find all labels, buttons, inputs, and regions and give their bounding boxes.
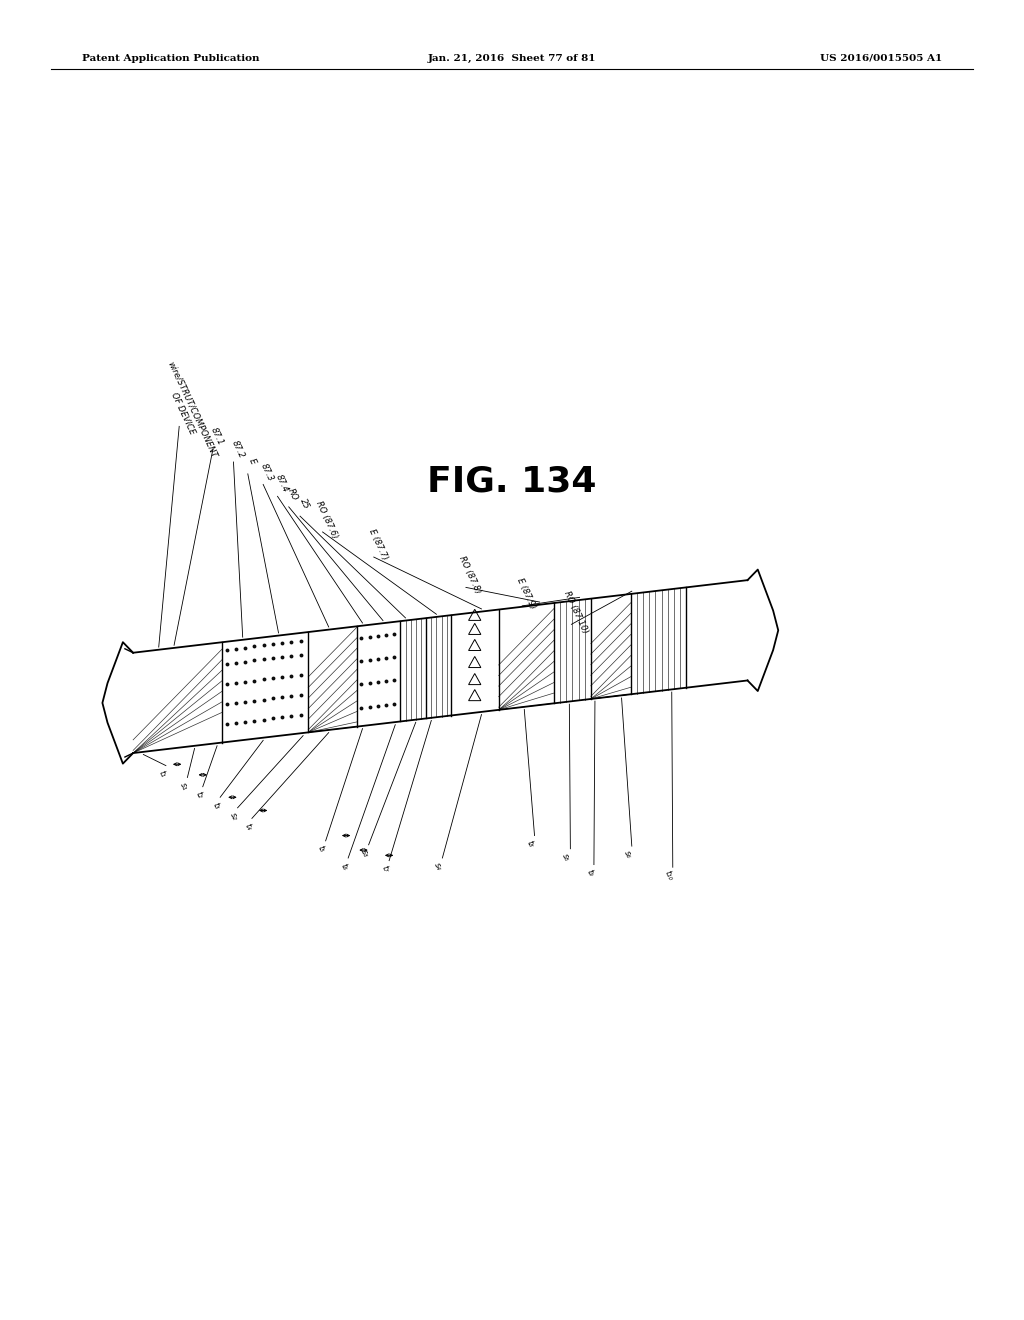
Text: wire/STRUT/COMPONENT
OF DEVICE: wire/STRUT/COMPONENT OF DEVICE	[157, 360, 219, 463]
Text: 87.4: 87.4	[273, 474, 290, 494]
Text: t₁₀: t₁₀	[663, 870, 675, 882]
Text: RO (87.8): RO (87.8)	[458, 554, 482, 595]
Text: FIG. 134: FIG. 134	[427, 465, 597, 499]
Text: t₇: t₇	[380, 865, 390, 874]
Text: US 2016/0015505 A1: US 2016/0015505 A1	[820, 54, 942, 62]
Text: Patent Application Publication: Patent Application Publication	[82, 54, 259, 62]
Text: t₄: t₄	[243, 822, 253, 832]
Text: s₄: s₄	[432, 861, 444, 873]
Text: t₂: t₂	[194, 791, 204, 800]
Text: E (87.7): E (87.7)	[367, 528, 389, 561]
Text: s₃: s₃	[358, 847, 371, 859]
Text: s₅: s₅	[560, 851, 572, 863]
Text: RO (87.6): RO (87.6)	[314, 499, 339, 540]
Text: RO: RO	[286, 487, 300, 502]
Text: t₃: t₃	[211, 801, 221, 810]
Text: t₁: t₁	[157, 770, 167, 779]
Text: 87.1: 87.1	[209, 426, 225, 446]
Text: t₉: t₉	[585, 869, 595, 878]
Text: 87.2: 87.2	[229, 440, 246, 459]
Text: t₅: t₅	[316, 845, 327, 854]
Text: E: E	[247, 457, 257, 466]
Text: s₁: s₁	[177, 780, 189, 792]
Text: E (87.9): E (87.9)	[515, 577, 538, 610]
Text: Jan. 21, 2016  Sheet 77 of 81: Jan. 21, 2016 Sheet 77 of 81	[428, 54, 596, 62]
Text: s₂: s₂	[227, 810, 240, 822]
Text: t₆: t₆	[339, 862, 349, 871]
Text: 25: 25	[298, 496, 310, 511]
Text: 87.3: 87.3	[259, 462, 275, 482]
Text: s₆: s₆	[622, 849, 634, 861]
Text: t₈: t₈	[525, 840, 536, 849]
Text: RO (87.10): RO (87.10)	[562, 589, 589, 635]
